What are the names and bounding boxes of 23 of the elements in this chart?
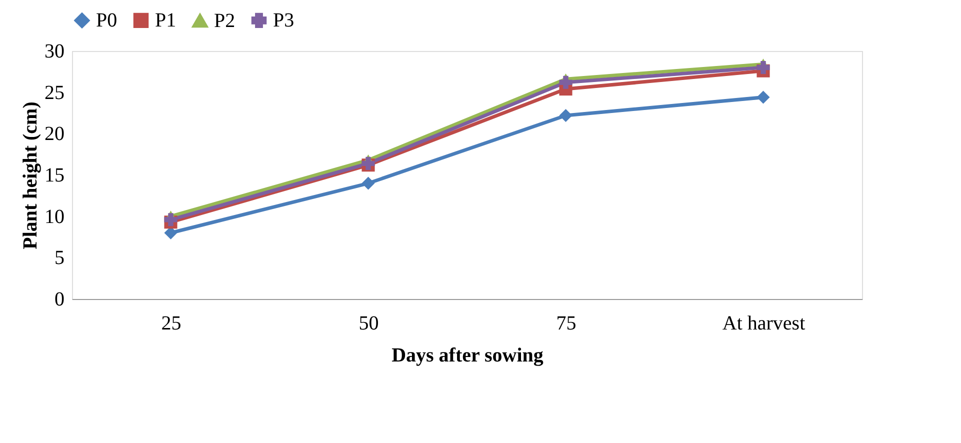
point bbox=[559, 76, 572, 89]
x-tick-label: At harvest bbox=[722, 312, 806, 334]
x-tick-label: 25 bbox=[161, 312, 182, 334]
y-tick-label: 25 bbox=[44, 82, 64, 104]
legend-label: P0 bbox=[96, 9, 118, 32]
x-tick-label: 75 bbox=[556, 312, 576, 334]
point bbox=[756, 61, 770, 74]
point bbox=[559, 108, 572, 122]
point bbox=[756, 90, 770, 104]
y-tick-label: 20 bbox=[44, 123, 64, 146]
y-tick-label: 30 bbox=[44, 40, 64, 62]
y-tick-label: 10 bbox=[44, 206, 64, 228]
x-tick-label: 50 bbox=[358, 312, 379, 334]
y-tick-label: 0 bbox=[54, 288, 64, 310]
point bbox=[164, 213, 178, 226]
legend-label: P1 bbox=[155, 9, 176, 32]
legend-label: P2 bbox=[214, 10, 236, 32]
y-axis-title: Plant height (cm) bbox=[20, 102, 42, 250]
x-axis-title: Days after sowing bbox=[392, 344, 544, 366]
y-tick-label: 15 bbox=[44, 164, 64, 186]
point bbox=[362, 176, 375, 190]
legend-label: P3 bbox=[273, 9, 294, 32]
y-tick-label: 5 bbox=[54, 247, 64, 270]
